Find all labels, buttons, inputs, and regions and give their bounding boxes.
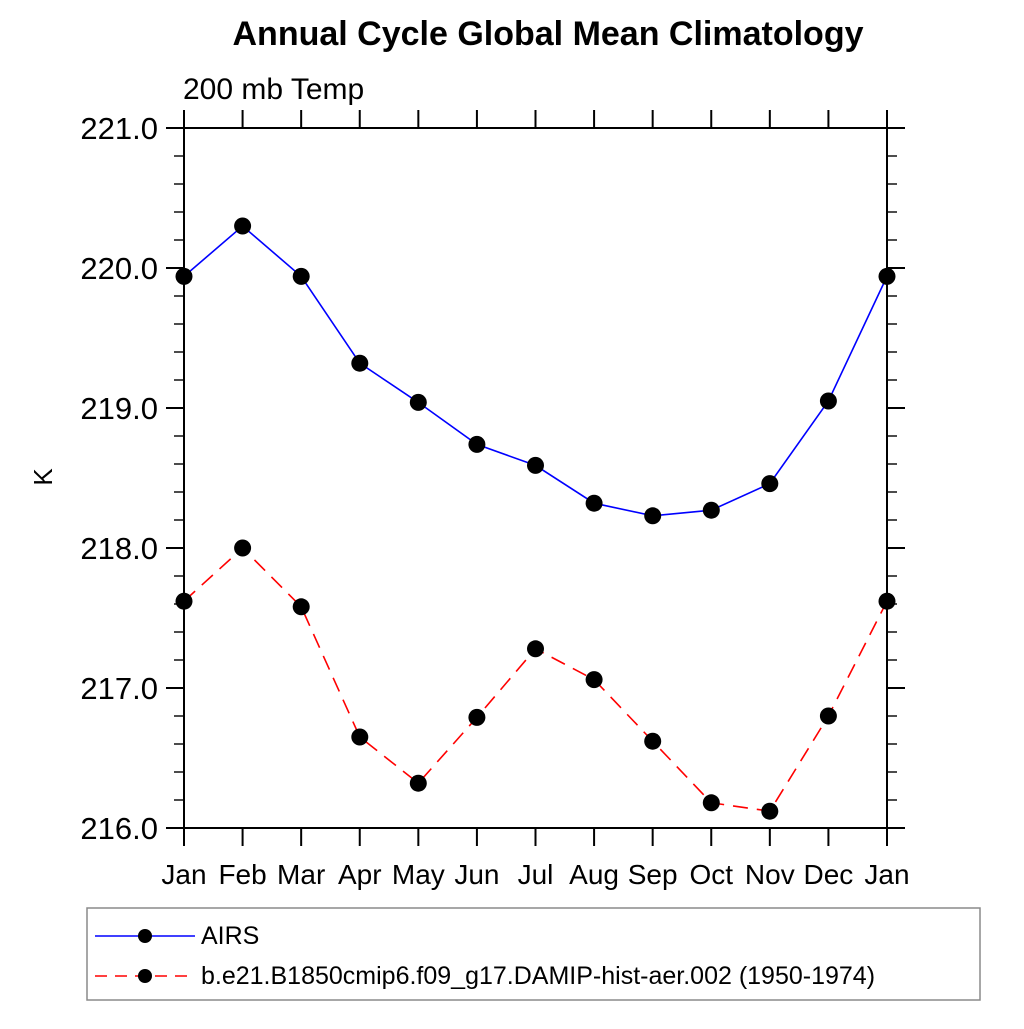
y-tick-label: 221.0 (80, 111, 158, 146)
x-tick-label: Jul (518, 859, 554, 890)
legend-box (86, 907, 981, 1001)
series-marker-airs (702, 501, 720, 519)
legend-swatch-marker (138, 929, 152, 943)
x-tick-label: Nov (745, 859, 795, 890)
series-marker-model (702, 794, 720, 812)
x-tick-label: Jan (864, 859, 909, 890)
x-tick-label: Aug (569, 859, 619, 890)
y-tick-label: 220.0 (80, 251, 158, 286)
series-marker-airs (819, 392, 837, 410)
x-tick-label: Sep (628, 859, 678, 890)
x-tick-label: Jun (454, 859, 499, 890)
series-marker-model (292, 598, 310, 616)
series-marker-model (527, 640, 544, 658)
series-marker-model (175, 592, 193, 610)
series-marker-model (351, 728, 369, 746)
legend-label-airs: AIRS (201, 922, 259, 950)
series-marker-airs (468, 435, 486, 453)
x-tick-label: Apr (338, 859, 382, 890)
axes-layer: 216.0 217.0 218.0 219.0 220.0 221.0 Jan Feb Mar A… (80, 110, 910, 890)
series-marker-airs (527, 456, 544, 474)
y-tick-label: 219.0 (80, 391, 158, 426)
x-tick-label: Dec (804, 859, 854, 890)
legend: AIRS b.e21.B1850cmip6.f09_g17.DAMIP-hist-… (86, 907, 981, 1001)
y-tick-label: 217.0 (80, 671, 158, 706)
series-marker-airs (292, 267, 310, 285)
series-marker-model (761, 802, 779, 820)
x-tick-label: May (392, 859, 445, 890)
series-line-model (183, 546, 888, 813)
x-tick-label: Feb (218, 859, 266, 890)
plot-border (183, 127, 888, 829)
y-tick-label: 216.0 (80, 811, 158, 846)
legend-swatch-marker (138, 969, 152, 983)
series-layer (175, 217, 896, 820)
series-marker-airs (409, 393, 427, 411)
x-tick-label: Jan (161, 859, 206, 890)
series-marker-model (819, 707, 837, 725)
series-marker-model (468, 708, 486, 726)
series-marker-airs (644, 507, 662, 525)
chart-title: Annual Cycle Global Mean Climatology (233, 15, 864, 53)
chart-subtitle: 200 mb Temp (183, 73, 364, 106)
series-marker-airs (585, 494, 603, 512)
series-marker-airs (234, 217, 252, 235)
series-marker-airs (761, 475, 779, 493)
series-marker-airs (351, 354, 369, 372)
series-marker-model (644, 732, 662, 750)
series-marker-airs (175, 267, 193, 285)
series-marker-model (234, 539, 252, 557)
legend-label-model: b.e21.B1850cmip6.f09_g17.DAMIP-hist-aer.… (201, 962, 875, 990)
x-tick-label: Mar (277, 859, 325, 890)
y-axis-title: K (28, 468, 58, 486)
y-tick-label: 218.0 (80, 531, 158, 566)
series-marker-model (878, 592, 896, 610)
series-marker-airs (878, 267, 896, 285)
series-marker-model (409, 774, 427, 792)
x-tick-label: Oct (689, 859, 733, 890)
series-marker-model (585, 671, 603, 689)
